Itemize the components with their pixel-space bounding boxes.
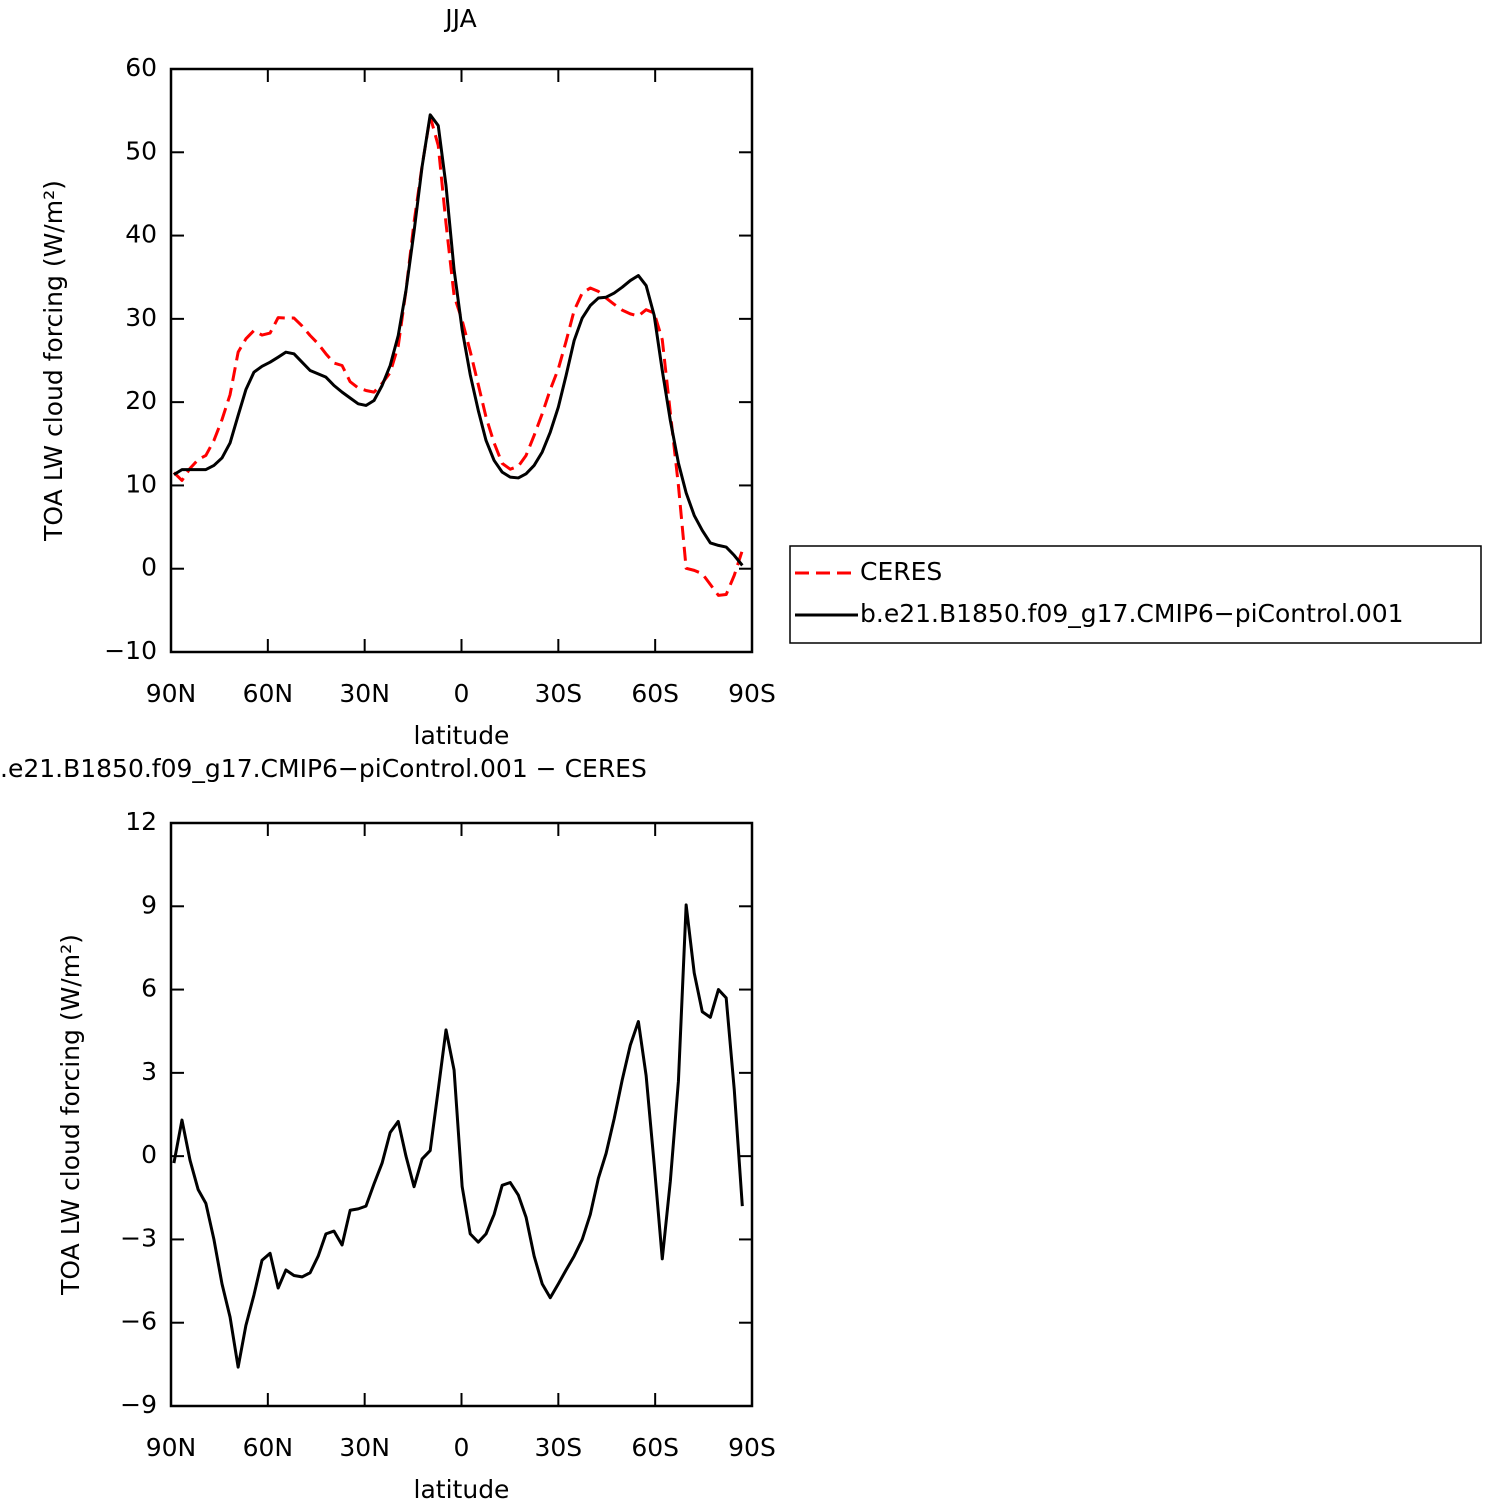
plot-frame — [169, 67, 754, 654]
legend-label: b.e21.B1850.f09_g17.CMIP6−piControl.001 — [860, 599, 1404, 628]
y-tick-label: −3 — [120, 1223, 157, 1252]
series-line — [172, 903, 744, 1369]
x-tick-label: 0 — [454, 679, 470, 708]
plot-frame — [169, 821, 754, 1408]
x-tick-label: 90S — [728, 1433, 776, 1462]
x-tick-label: 30S — [534, 1433, 582, 1462]
y-tick-label: 6 — [141, 974, 157, 1003]
x-tick-label: 60N — [243, 1433, 294, 1462]
y-tick-label: 0 — [141, 1140, 157, 1169]
x-axis-label: latitude — [414, 721, 510, 750]
x-tick-label: 90S — [728, 679, 776, 708]
x-tick-label: 60S — [631, 679, 679, 708]
x-tick-label: 60N — [243, 679, 294, 708]
y-tick-label: 60 — [125, 53, 157, 82]
x-tick-label: 30N — [339, 679, 390, 708]
series-line — [173, 113, 744, 567]
legend: CERES b.e21.B1850.f09_g17.CMIP6−piControl… — [789, 545, 1482, 644]
y-axis-label: TOA LW cloud forcing (W/m²) — [39, 180, 68, 542]
x-tick-label: 0 — [454, 1433, 470, 1462]
y-tick-label: 30 — [125, 303, 157, 332]
y-axis-label: TOA LW cloud forcing (W/m²) — [56, 934, 85, 1296]
y-tick-label: −10 — [104, 636, 157, 665]
y-tick-label: 0 — [141, 553, 157, 582]
y-tick-label: 50 — [125, 136, 157, 165]
x-tick-label: 30N — [339, 1433, 390, 1462]
legend-label: CERES — [860, 557, 942, 586]
x-tick-label: 60S — [631, 1433, 679, 1462]
chart-title: .e21.B1850.f09_g17.CMIP6−piControl.001 −… — [0, 754, 647, 783]
y-tick-label: −9 — [120, 1390, 157, 1419]
y-tick-label: −6 — [120, 1307, 157, 1336]
y-tick-label: 3 — [141, 1057, 157, 1086]
y-tick-label: 20 — [125, 386, 157, 415]
y-tick-label: 12 — [125, 807, 157, 836]
y-tick-label: 9 — [141, 890, 157, 919]
chart-title: JJA — [443, 4, 476, 33]
y-tick-label: 10 — [125, 469, 157, 498]
legend-box — [789, 545, 1482, 644]
x-axis-label: latitude — [414, 1475, 510, 1504]
x-tick-label: 30S — [534, 679, 582, 708]
x-tick-label: 90N — [146, 679, 197, 708]
y-tick-label: 40 — [125, 220, 157, 249]
series-line — [172, 114, 744, 597]
x-tick-label: 90N — [146, 1433, 197, 1462]
